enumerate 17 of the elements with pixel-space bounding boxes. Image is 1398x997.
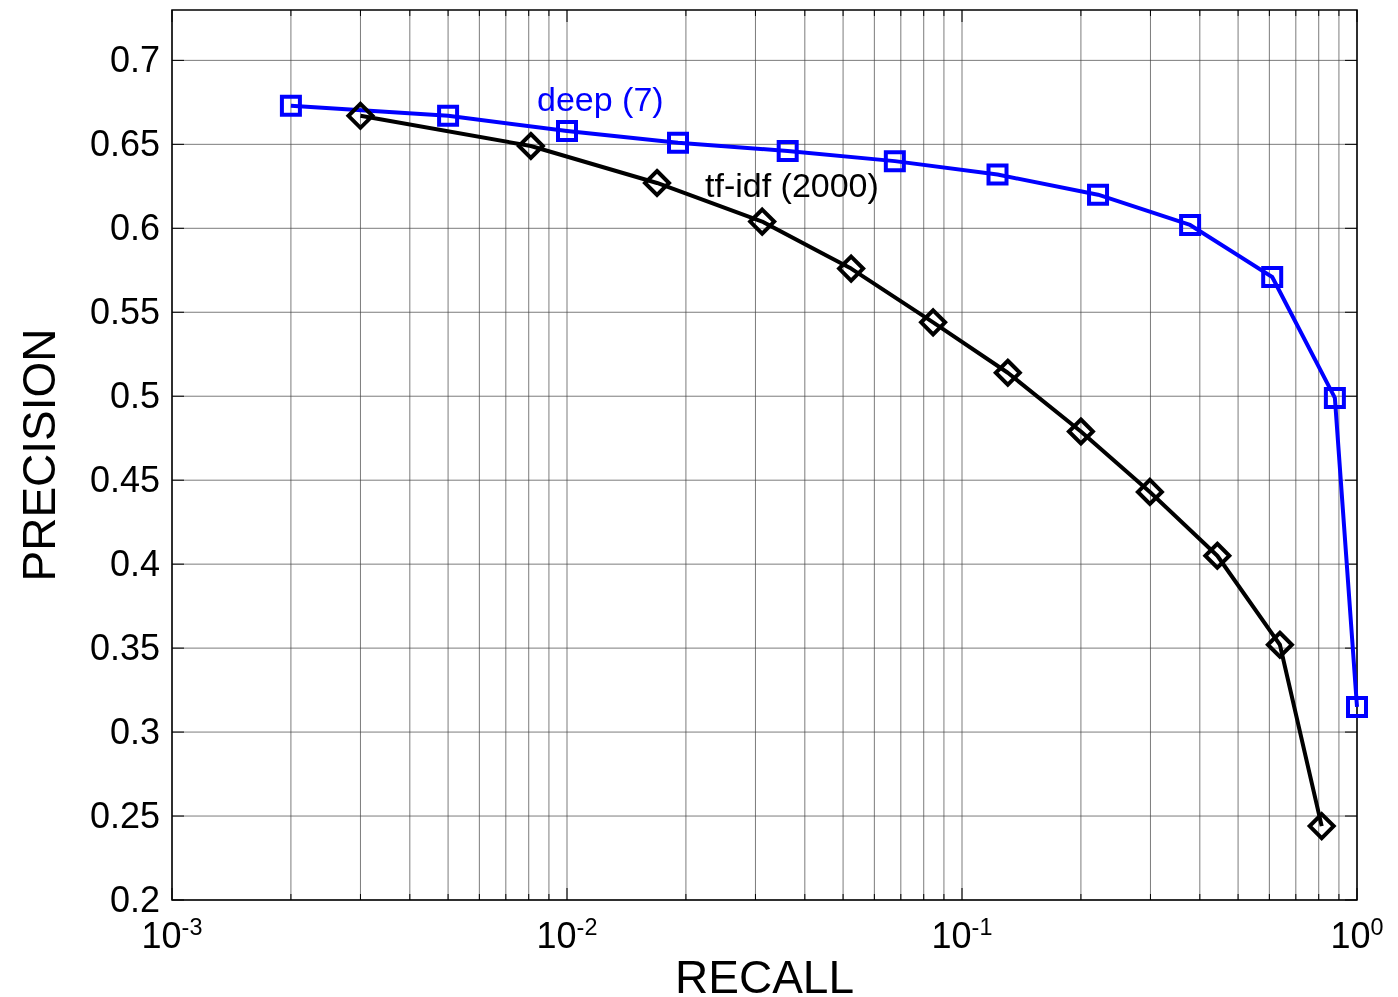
y-tick-label: 0.55 [89, 291, 160, 333]
y-tick-label: 0.3 [109, 711, 160, 753]
x-tick-label: 10$^{0}$ [1330, 914, 1384, 956]
y-tick-label: 0.6 [109, 207, 160, 249]
y-tick-label: 0.5 [109, 375, 160, 417]
series-label: deep (7) [537, 79, 664, 118]
y-tick-label: 0.7 [109, 39, 160, 81]
series-label: tf-idf (2000) [705, 165, 879, 204]
y-axis-title: PRECISION [13, 328, 65, 582]
y-tick-label: 0.25 [89, 795, 160, 837]
y-tick-label: 0.65 [89, 123, 160, 165]
x-tick-label: 10$^{-2}$ [536, 914, 598, 956]
x-axis-title: RECALL [675, 951, 854, 997]
y-tick-label: 0.45 [89, 459, 160, 501]
y-tick-label: 0.35 [89, 627, 160, 669]
y-tick-label: 0.4 [109, 543, 160, 585]
x-tick-label: 10$^{-1}$ [931, 914, 993, 956]
